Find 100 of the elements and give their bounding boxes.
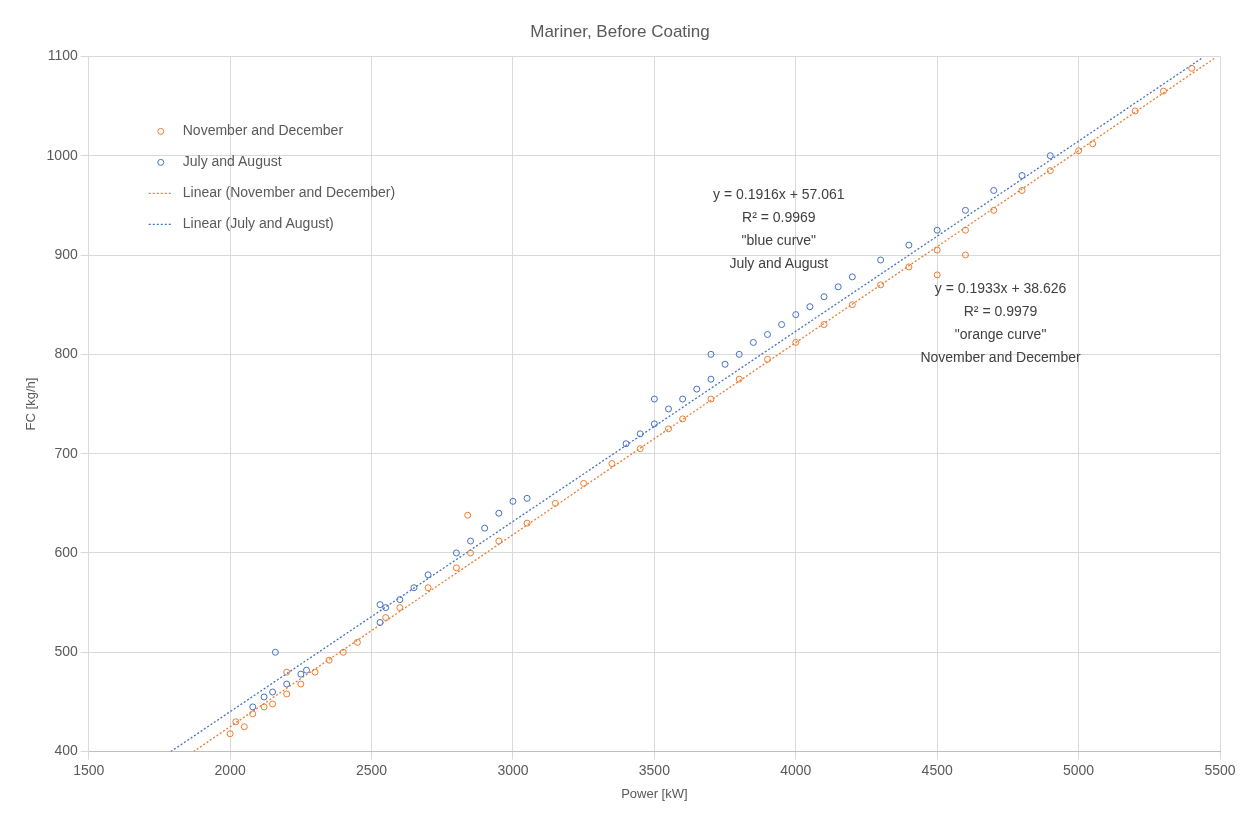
point bbox=[905, 263, 913, 271]
point bbox=[376, 601, 384, 609]
point bbox=[679, 415, 687, 423]
x-tick-label: 1500 bbox=[73, 761, 105, 778]
point bbox=[464, 511, 472, 519]
point bbox=[339, 648, 347, 656]
point bbox=[260, 693, 268, 701]
point bbox=[1046, 152, 1054, 160]
x-tick-label: 3000 bbox=[497, 761, 529, 778]
legend-label: November and December bbox=[182, 122, 344, 139]
y-tick-label: 600 bbox=[54, 543, 78, 560]
point bbox=[877, 281, 885, 289]
point bbox=[848, 301, 856, 309]
point bbox=[806, 303, 814, 311]
point bbox=[608, 460, 616, 468]
point bbox=[1159, 87, 1167, 95]
point bbox=[1188, 64, 1196, 72]
point bbox=[990, 206, 998, 214]
point bbox=[467, 537, 475, 545]
point bbox=[877, 256, 885, 264]
y-axis-title: FC [kg/h] bbox=[23, 377, 39, 431]
point bbox=[523, 494, 531, 502]
x-tick-label: 4500 bbox=[921, 761, 953, 778]
point bbox=[303, 666, 311, 674]
y-tick-label: 400 bbox=[54, 742, 78, 759]
point bbox=[232, 718, 240, 726]
chart-title: Mariner, Before Coating bbox=[530, 21, 710, 41]
point bbox=[792, 338, 800, 346]
y-tick-label: 700 bbox=[54, 444, 78, 461]
point bbox=[410, 584, 418, 592]
legend-label: Linear (July and August) bbox=[182, 215, 334, 232]
annotation: y = 0.1916x + 57.061 R² = 0.9969 "blue curve" July and August bbox=[713, 186, 845, 272]
point bbox=[580, 479, 588, 487]
point bbox=[961, 226, 969, 234]
point bbox=[961, 206, 969, 214]
point bbox=[735, 350, 743, 358]
point bbox=[467, 549, 475, 557]
point bbox=[283, 668, 291, 676]
point bbox=[424, 571, 432, 579]
point bbox=[707, 395, 715, 403]
point bbox=[269, 700, 277, 708]
point bbox=[1046, 167, 1054, 175]
point bbox=[283, 680, 291, 688]
point bbox=[226, 730, 234, 738]
x-axis-title: Power [kW] bbox=[621, 785, 688, 801]
point bbox=[650, 420, 658, 428]
y-tick-label: 500 bbox=[54, 643, 78, 660]
point bbox=[1018, 172, 1026, 180]
point bbox=[665, 405, 673, 413]
point bbox=[721, 360, 729, 368]
point bbox=[551, 499, 559, 507]
point bbox=[396, 604, 404, 612]
point bbox=[353, 638, 361, 646]
point bbox=[1131, 107, 1139, 115]
point bbox=[820, 321, 828, 329]
point bbox=[834, 283, 842, 291]
x-tick-label: 3500 bbox=[638, 761, 671, 778]
point bbox=[495, 509, 503, 517]
point bbox=[325, 656, 333, 664]
point bbox=[961, 251, 969, 259]
point bbox=[424, 584, 432, 592]
point bbox=[481, 524, 489, 532]
point bbox=[636, 430, 644, 438]
point bbox=[650, 395, 658, 403]
point bbox=[693, 385, 701, 393]
y-tick-label: 900 bbox=[54, 245, 78, 262]
point bbox=[707, 350, 715, 358]
point bbox=[735, 375, 743, 383]
point bbox=[778, 321, 786, 329]
point bbox=[382, 604, 390, 612]
annotation: y = 0.1933x + 38.626 R² = 0.9979 "orange curve" November and December bbox=[920, 279, 1082, 365]
legend-label: Linear (November and December) bbox=[182, 184, 396, 201]
point bbox=[376, 618, 384, 626]
point bbox=[820, 293, 828, 301]
point bbox=[905, 241, 913, 249]
point bbox=[749, 338, 757, 346]
x-tick-label: 5500 bbox=[1204, 761, 1236, 778]
point bbox=[848, 273, 856, 281]
point bbox=[283, 690, 291, 698]
point bbox=[297, 670, 305, 678]
point bbox=[452, 564, 460, 572]
point bbox=[1089, 140, 1097, 148]
point bbox=[249, 703, 257, 711]
point bbox=[764, 330, 771, 338]
point bbox=[523, 519, 531, 527]
point bbox=[311, 668, 319, 676]
point bbox=[271, 648, 279, 656]
point bbox=[990, 186, 998, 194]
point bbox=[933, 226, 941, 234]
point bbox=[269, 688, 277, 696]
point bbox=[622, 440, 630, 448]
point bbox=[297, 680, 305, 688]
point bbox=[1075, 147, 1083, 155]
legend-label: July and August bbox=[182, 153, 282, 170]
point bbox=[707, 375, 715, 383]
point bbox=[636, 445, 644, 453]
point bbox=[792, 311, 800, 319]
point bbox=[665, 425, 673, 433]
point bbox=[509, 497, 517, 505]
x-tick-label: 5000 bbox=[1063, 761, 1095, 778]
